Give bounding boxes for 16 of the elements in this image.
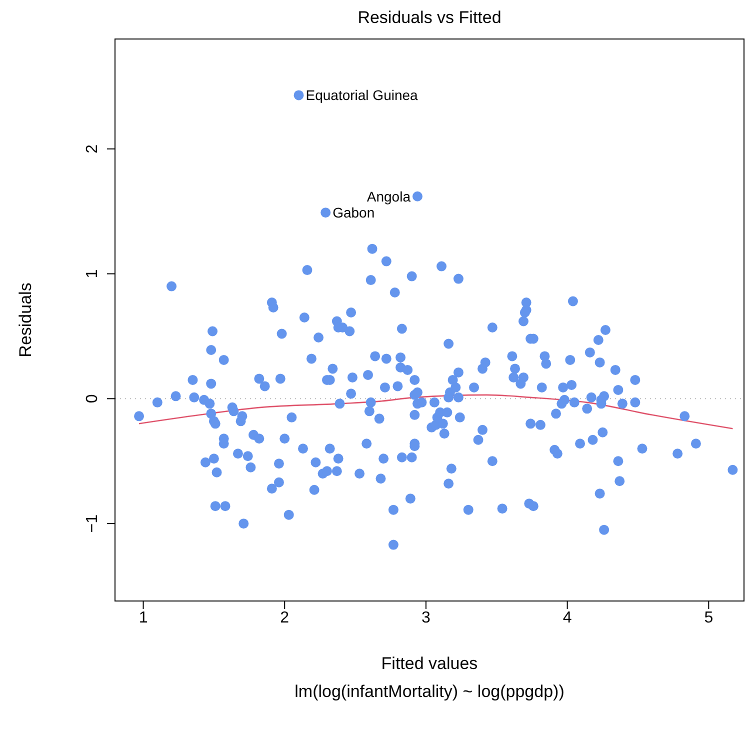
annotation: Equatorial Guinea xyxy=(306,87,418,104)
x-tick-label: 1 xyxy=(138,609,148,626)
y-axis-title: Residuals xyxy=(16,282,36,358)
x-tick-label: 5 xyxy=(704,609,714,626)
chart-title: Residuals vs Fitted xyxy=(356,8,502,28)
y-tick-label: 0 xyxy=(84,394,101,404)
annotation: Gabon xyxy=(332,204,375,220)
x-tick-label: 4 xyxy=(562,609,572,626)
y-tick-label: 2 xyxy=(84,144,101,154)
x-tick-label: 2 xyxy=(280,609,290,626)
x-axis-title: Fitted values xyxy=(380,654,479,674)
y-tick-label: 1 xyxy=(84,269,101,278)
x-tick-label: 3 xyxy=(422,609,431,626)
text: lm(log(infantMortality) ~ log(ppgdp)) xyxy=(294,682,566,702)
annotation: Angola xyxy=(366,188,411,204)
y-tick-label: −1 xyxy=(84,514,101,533)
